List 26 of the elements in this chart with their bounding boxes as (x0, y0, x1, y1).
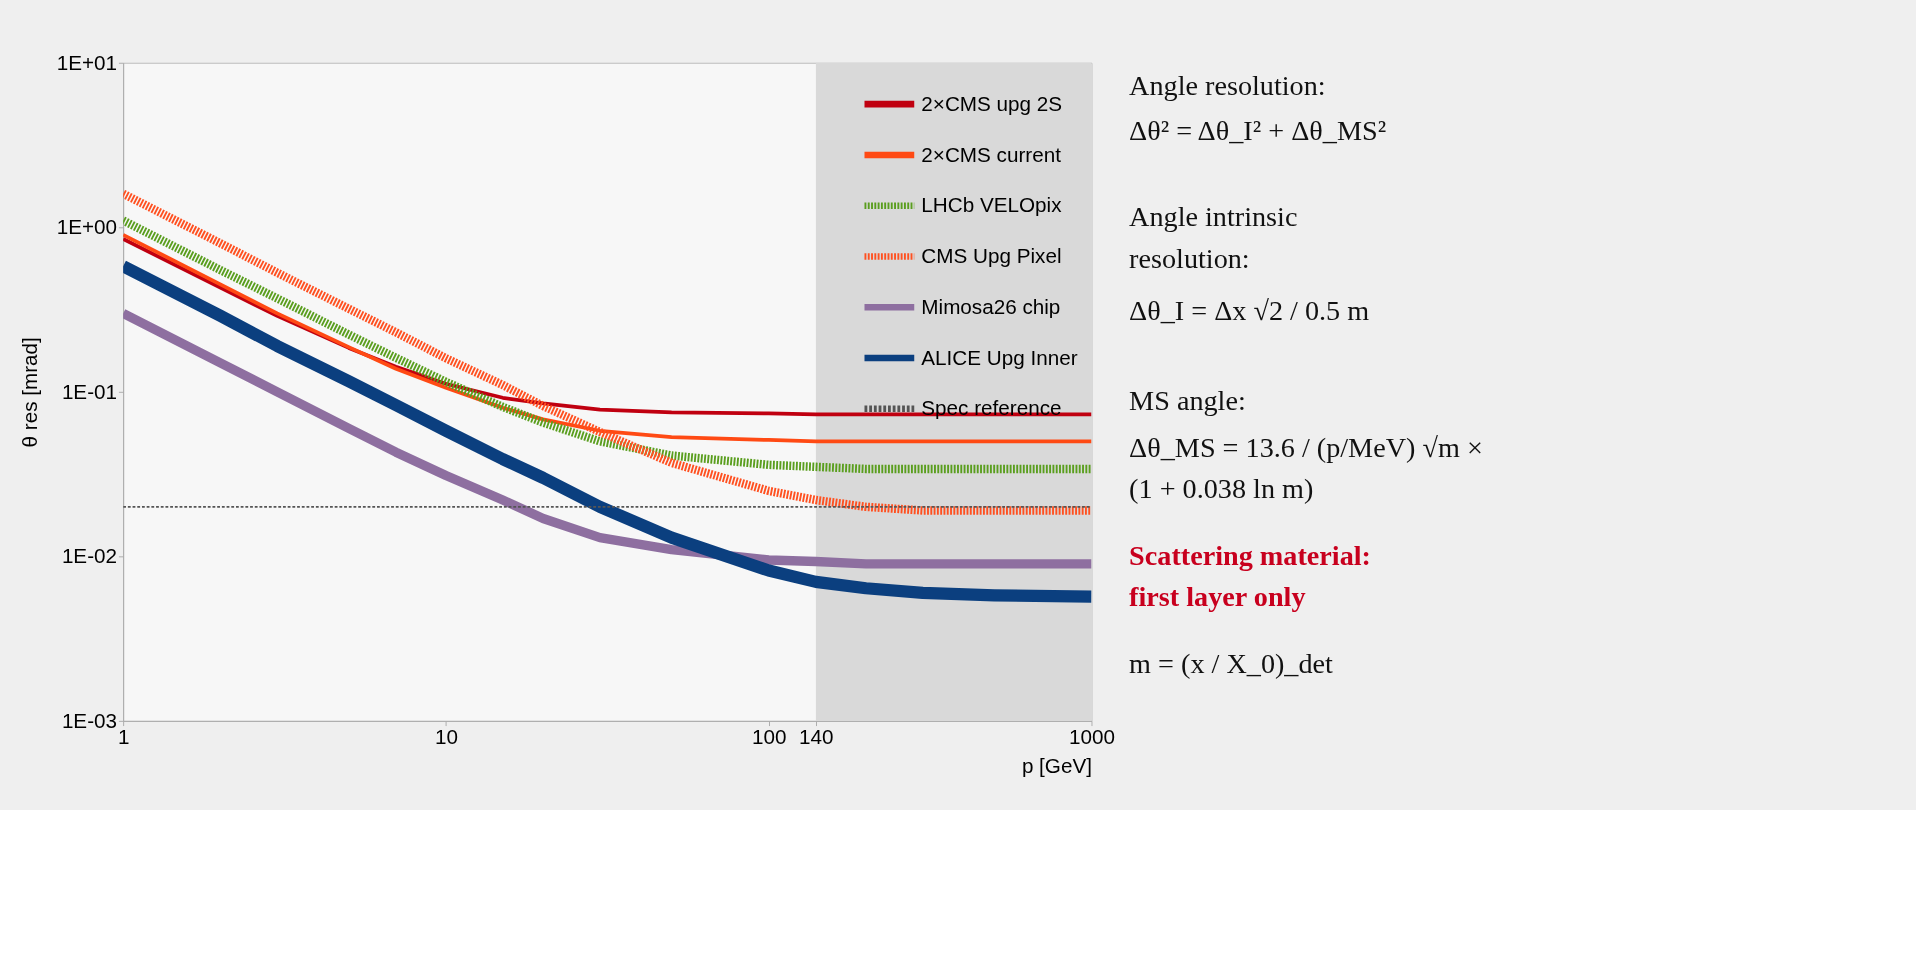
text: Scattering material: first layer only (1129, 539, 1371, 613)
x-tick-label: 140 (799, 724, 834, 748)
x-tick-label: 1000 (1068, 724, 1115, 748)
x-tick-label: 1 (117, 724, 130, 748)
x-tick-label: 100 (751, 724, 787, 748)
x-axis-title: p [GeV] (1021, 754, 1092, 778)
x-tick-label: 10 (434, 724, 458, 748)
y-tick-label: 1E+01 (56, 50, 118, 74)
text: Δθ² = Δθ_I² + Δθ_MS² (1129, 114, 1387, 146)
y-tick-label: 1E-02 (61, 544, 118, 568)
legend-label: ALICE Upg Inner (921, 345, 1078, 369)
legend-label: 2×CMS current (921, 142, 1062, 166)
y-axis-title: θ res [mrad] (17, 337, 41, 448)
y-tick-label: 1E+00 (56, 215, 118, 239)
text: Δθ_MS = 13.6 / (p/MeV) √m × (1 + 0.038 ln m) (1129, 431, 1483, 505)
y-tick-label: 1E-01 (61, 379, 118, 403)
text: MS angle: (1129, 384, 1246, 416)
text: Angle intrinsic resolution: (1129, 201, 1298, 274)
text: Δθ_I = Δx √2 / 0.5 m (1129, 295, 1370, 327)
legend-label: 2×CMS upg 2S (921, 91, 1063, 115)
text: Angle resolution: (1129, 69, 1326, 101)
text: m = (x / X_0)_det (1129, 647, 1334, 679)
legend-label: LHCb VELOpix (921, 193, 1063, 217)
legend-label: CMS Upg Pixel (921, 244, 1062, 268)
y-tick-label: 1E-03 (61, 708, 118, 732)
legend-label: Mimosa26 chip (921, 294, 1061, 318)
